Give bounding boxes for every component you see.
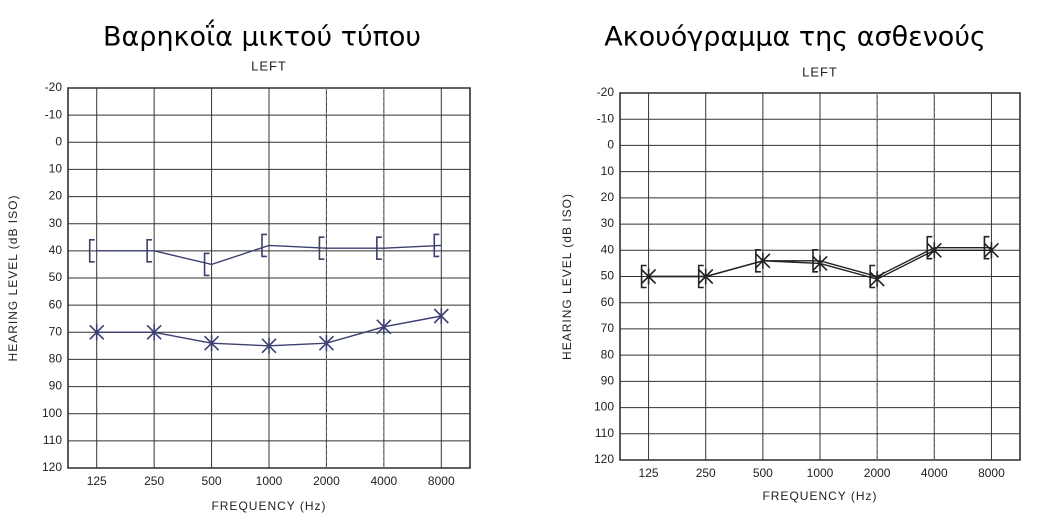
air-marker — [983, 242, 999, 259]
y-tick-label: 80 — [49, 352, 63, 366]
y-tick-label: 40 — [49, 243, 63, 257]
bone-marker — [318, 236, 325, 260]
air-marker — [926, 242, 942, 259]
series-line — [96, 244, 442, 266]
y-tick-label: -10 — [597, 111, 615, 125]
x-axis-label: FREQUENCY (Hz) — [211, 499, 326, 513]
y-tick-label: 110 — [595, 426, 614, 440]
bone-marker — [261, 233, 267, 258]
y-tick-label: 0 — [55, 134, 62, 148]
air-marker — [869, 271, 885, 288]
y-tick-label: 60 — [49, 297, 63, 311]
y-tick-label: 120 — [594, 452, 614, 466]
y-tick-label: 100 — [594, 400, 614, 414]
chart-subtitle: LEFT — [251, 58, 287, 73]
chart-subtitle: LEFT — [802, 64, 838, 79]
y-tick-label: 30 — [49, 216, 63, 230]
y-axis-label: HEARING LEVEL (dB ISO) — [6, 195, 20, 362]
air-marker — [318, 335, 334, 352]
air-marker — [261, 337, 277, 354]
air-marker — [698, 268, 714, 285]
x-tick-label: 1000 — [256, 474, 283, 488]
x-tick-label: 125 — [87, 474, 107, 488]
y-tick-label: 20 — [601, 190, 615, 204]
chart-title: Ακουόγραμμα της ασθενούς — [604, 22, 986, 53]
x-tick-label: 250 — [696, 466, 716, 480]
bone-marker — [203, 252, 210, 277]
air-marker — [146, 324, 162, 341]
air-marker — [376, 318, 392, 335]
bone-marker — [926, 235, 933, 260]
bone-marker — [433, 233, 440, 258]
air-marker — [433, 308, 449, 324]
y-tick-label: 0 — [607, 138, 614, 152]
y-tick-label: 90 — [601, 374, 615, 388]
y-tick-label: 110 — [43, 433, 62, 447]
y-tick-label: 100 — [42, 406, 62, 420]
x-tick-label: 1000 — [807, 466, 834, 480]
x-tick-label: 2000 — [313, 474, 340, 488]
y-tick-label: 120 — [42, 460, 62, 474]
air-marker — [204, 335, 220, 352]
y-tick-label: 10 — [601, 164, 615, 178]
y-tick-label: 80 — [601, 347, 615, 361]
bone-marker — [376, 236, 382, 260]
air-marker — [812, 255, 828, 272]
x-tick-label: 125 — [639, 466, 659, 480]
y-tick-label: -10 — [45, 107, 63, 121]
y-tick-label: -20 — [597, 85, 615, 99]
y-tick-label: 60 — [601, 295, 615, 309]
air-marker — [89, 324, 105, 341]
x-tick-label: 500 — [202, 474, 222, 488]
y-tick-label: 40 — [601, 242, 615, 256]
chart-title: Βαρηκοΐα μικτού τύπου — [103, 20, 421, 53]
y-tick-label: 70 — [601, 321, 615, 335]
y-tick-label: 50 — [49, 270, 63, 284]
air-marker — [641, 268, 657, 285]
bone-marker — [88, 239, 95, 263]
x-tick-label: 4000 — [921, 466, 948, 480]
bone-marker — [812, 248, 818, 273]
bone-marker — [640, 264, 647, 289]
air-marker — [755, 252, 771, 269]
y-tick-label: 30 — [601, 216, 615, 230]
bone-marker — [146, 239, 153, 263]
x-tick-label: 500 — [753, 466, 773, 480]
y-axis-label: HEARING LEVEL (dB ISO) — [560, 193, 574, 360]
bone-marker — [983, 235, 990, 260]
y-tick-label: 90 — [49, 379, 63, 393]
y-tick-label: 20 — [49, 189, 63, 203]
y-tick-label: -20 — [45, 80, 63, 94]
x-axis-label: FREQUENCY (Hz) — [762, 489, 877, 503]
x-tick-label: 8000 — [428, 474, 455, 488]
x-tick-label: 8000 — [978, 466, 1005, 480]
x-tick-label: 2000 — [864, 466, 891, 480]
x-tick-label: 4000 — [371, 474, 398, 488]
y-tick-label: 70 — [49, 324, 63, 338]
y-tick-label: 50 — [601, 269, 615, 283]
bone-marker — [755, 248, 761, 273]
x-tick-label: 250 — [144, 474, 164, 488]
y-tick-label: 10 — [49, 162, 63, 176]
